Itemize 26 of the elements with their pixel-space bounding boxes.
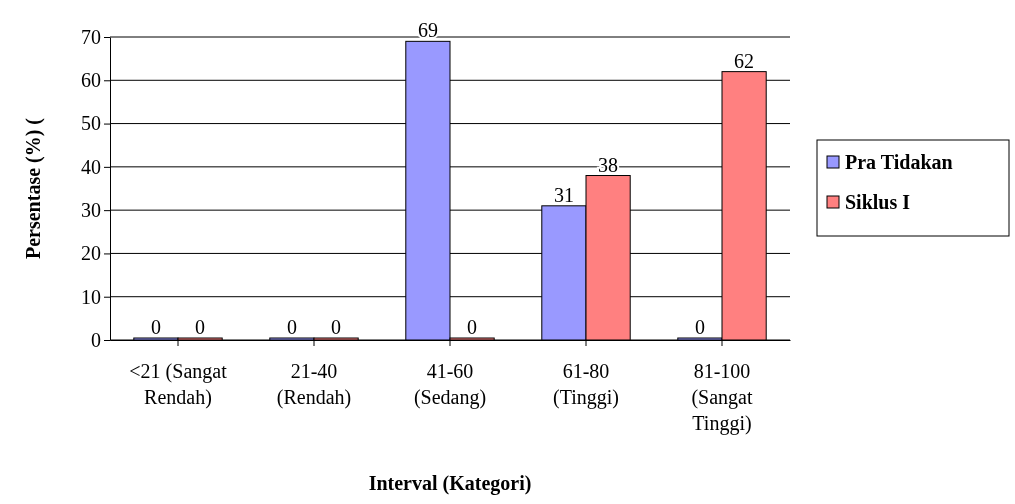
y-tick-label: 0 — [91, 328, 101, 351]
y-tick-label: 30 — [81, 199, 101, 222]
data-label: 0 — [286, 316, 297, 338]
data-label: 0 — [195, 316, 206, 338]
x-tick-label: 41-60 (Sedang) — [413, 360, 487, 409]
x-tick-label: <21 (Sangat Rendah) — [129, 360, 228, 409]
x-tick-label: 81-100 (Sangat Tinggi) — [691, 360, 753, 435]
legend-label: Pra Tidakan — [845, 151, 953, 173]
x-axis-title: Interval (Kategori) — [368, 472, 532, 495]
data-label: 0 — [694, 316, 705, 338]
data-label: 31 — [553, 183, 574, 206]
x-tick-label: 21-40 (Rendah) — [276, 360, 352, 409]
y-tick-label: 20 — [81, 242, 101, 265]
y-axis-title: Persentase (%) ( — [22, 117, 45, 260]
data-label: 0 — [467, 316, 478, 338]
legend-label: Siklus I — [845, 191, 911, 213]
data-label: 0 — [331, 316, 342, 338]
y-tick-label: 40 — [81, 155, 101, 178]
y-tick-label: 50 — [81, 112, 101, 135]
y-tick-label: 60 — [81, 69, 101, 92]
y-tick-label: 10 — [81, 285, 101, 308]
data-label: 62 — [734, 49, 755, 72]
data-label: 69 — [417, 19, 438, 42]
data-label: 0 — [150, 316, 161, 338]
x-tick-label: 61-80 (Tinggi) — [553, 360, 619, 409]
y-tick-label: 70 — [81, 25, 101, 48]
